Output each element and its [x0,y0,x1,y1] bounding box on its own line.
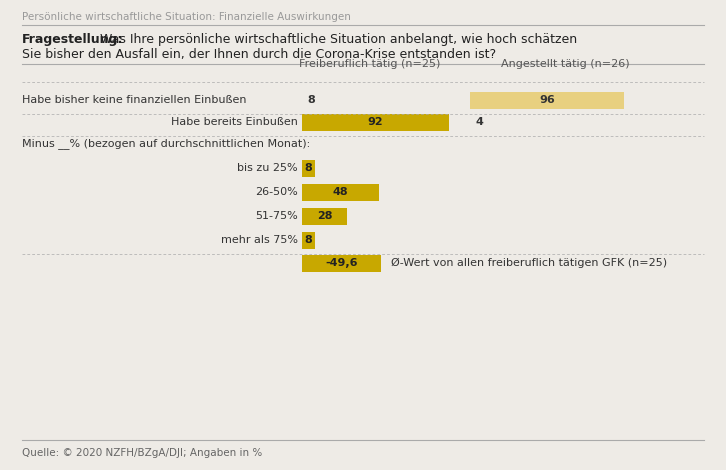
Text: Sie bisher den Ausfall ein, der Ihnen durch die Corona-Krise entstanden ist?: Sie bisher den Ausfall ein, der Ihnen du… [22,48,496,61]
Text: Minus __% (bezogen auf durchschnittlichen Monat):: Minus __% (bezogen auf durchschnittliche… [22,139,310,149]
Text: Angestellt tätig (n=26): Angestellt tätig (n=26) [501,59,629,69]
Text: 26-50%: 26-50% [256,187,298,197]
Text: Habe bereits Einbußen: Habe bereits Einbußen [171,117,298,127]
Bar [302,159,315,177]
Text: 4: 4 [475,117,483,127]
Text: Persönliche wirtschaftliche Situation: Finanzielle Auswirkungen: Persönliche wirtschaftliche Situation: F… [22,12,351,22]
Text: 51-75%: 51-75% [256,211,298,221]
Bar [302,254,381,272]
Bar [302,183,379,201]
Text: bis zu 25%: bis zu 25% [237,163,298,173]
Text: Was Ihre persönliche wirtschaftliche Situation anbelangt, wie hoch schätzen: Was Ihre persönliche wirtschaftliche Sit… [96,33,577,46]
Text: Fragestellung:: Fragestellung: [22,33,123,46]
Text: 48: 48 [333,187,348,197]
Text: 8: 8 [307,95,315,105]
Text: 28: 28 [317,211,333,221]
Text: -49,6: -49,6 [325,258,358,268]
Text: 8: 8 [304,235,312,245]
Text: Quelle: © 2020 NZFH/BZgA/DJI; Angaben in %: Quelle: © 2020 NZFH/BZgA/DJI; Angaben in… [22,448,262,458]
Text: 96: 96 [539,95,555,105]
Text: 92: 92 [368,117,383,127]
Text: 8: 8 [304,163,312,173]
Bar [302,207,347,225]
Bar [470,92,624,109]
Text: Freiberuflich tätig (n=25): Freiberuflich tätig (n=25) [299,59,441,69]
Bar [302,232,315,249]
Bar [302,113,449,131]
Text: mehr als 75%: mehr als 75% [221,235,298,245]
Text: Habe bisher keine finanziellen Einbußen: Habe bisher keine finanziellen Einbußen [22,95,247,105]
Text: Ø-Wert von allen freiberuflich tätigen GFK (n=25): Ø-Wert von allen freiberuflich tätigen G… [391,258,667,268]
